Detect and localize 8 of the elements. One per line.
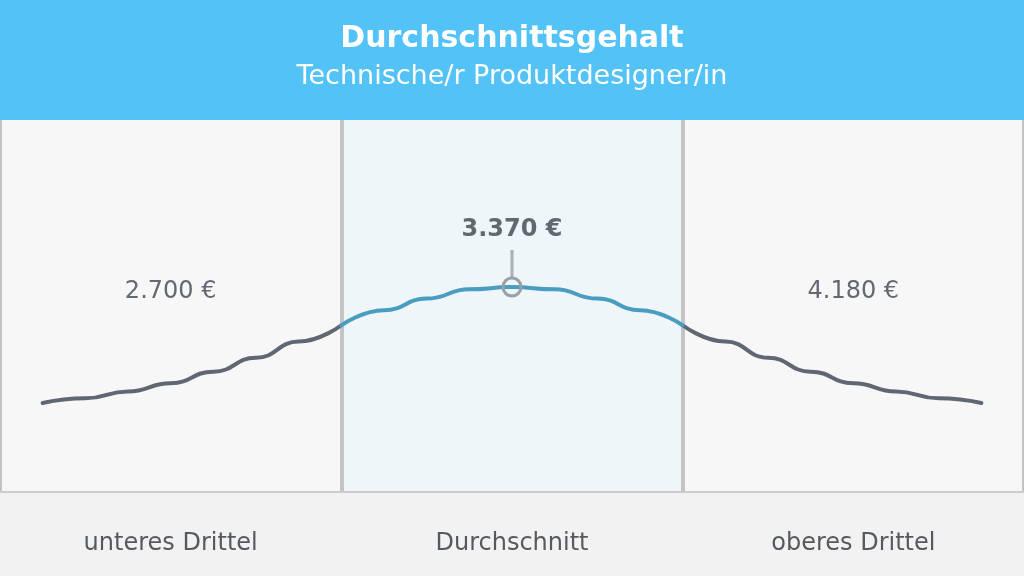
data-label: 2.700 € (124, 276, 217, 304)
category-label: unteres Drittel (83, 528, 258, 556)
text: Durchschnittsgehalt (340, 18, 684, 54)
data-label: 3.370 € (461, 213, 563, 242)
category-label: oberes Drittel (771, 528, 936, 556)
text: Technische/r Produktdesigner/in (295, 59, 728, 90)
category-label: Durchschnitt (435, 528, 589, 556)
data-label: 4.180 € (807, 276, 900, 304)
